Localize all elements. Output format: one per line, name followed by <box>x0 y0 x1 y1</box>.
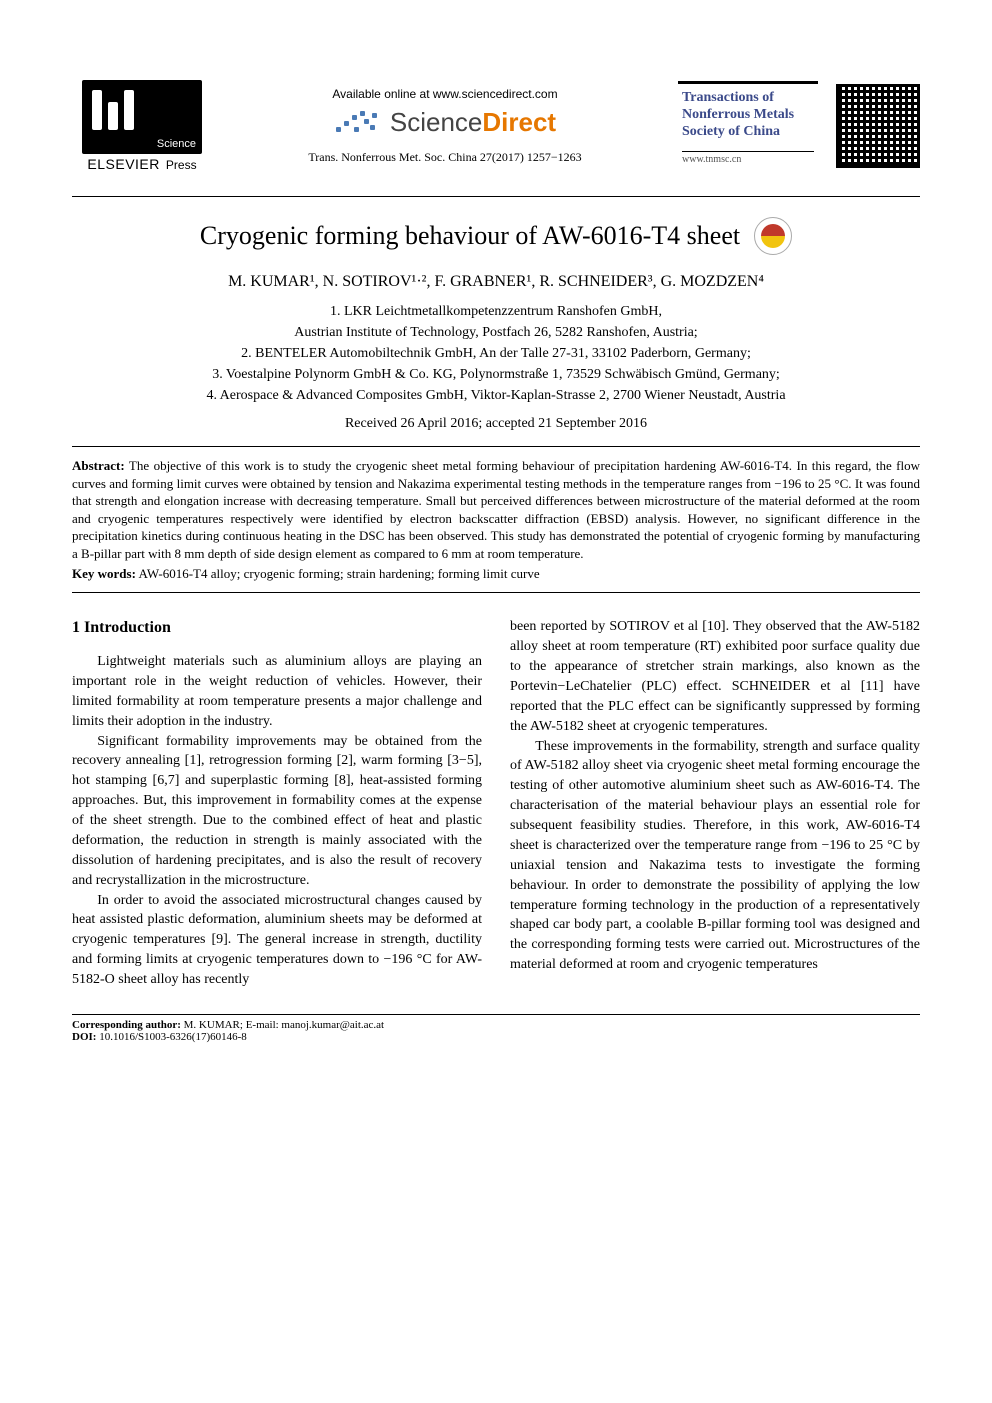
citation-line: Trans. Nonferrous Met. Soc. China 27(201… <box>230 150 660 165</box>
title-row: Cryogenic forming behaviour of AW-6016-T… <box>72 217 920 255</box>
doi-line: DOI: 10.1016/S1003-6326(17)60146-8 <box>72 1031 920 1043</box>
article-title: Cryogenic forming behaviour of AW-6016-T… <box>200 221 740 251</box>
journal-title: Transactions of Nonferrous Metals Societ… <box>682 90 814 140</box>
sciencedirect-wordmark: ScienceDirect <box>390 107 556 138</box>
authors-line: M. KUMAR¹, N. SOTIROV¹·², F. GRABNER¹, R… <box>72 273 920 291</box>
body-paragraph: Lightweight materials such as aluminium … <box>72 652 482 732</box>
keywords-text: AW-6016-T4 alloy; cryogenic forming; str… <box>138 566 539 581</box>
abstract-text: The objective of this work is to study t… <box>72 458 920 561</box>
journal-title-line3: Society of China <box>682 124 780 139</box>
crossmark-top-icon <box>761 224 785 236</box>
affiliation-line: 2. BENTELER Automobiltechnik GmbH, An de… <box>72 343 920 364</box>
keywords-block: Key words: AW-6016-T4 alloy; cryogenic f… <box>72 566 920 582</box>
publisher-block: Science ELSEVIER Press <box>72 80 212 172</box>
affiliation-line: 3. Voestalpine Polynorm GmbH & Co. KG, P… <box>72 364 920 385</box>
logo-sublabel: Science <box>157 138 196 150</box>
doi-label: DOI: <box>72 1031 96 1043</box>
journal-title-block: Transactions of Nonferrous Metals Societ… <box>678 81 818 170</box>
abstract-top-rule <box>72 446 920 447</box>
publisher-name: ELSEVIER <box>87 156 159 172</box>
body-columns: 1 Introduction Lightweight materials suc… <box>72 617 920 990</box>
section-title: 1 Introduction <box>72 617 482 640</box>
corr-text: M. KUMAR; E-mail: manoj.kumar@ait.ac.at <box>181 1019 384 1031</box>
elsevier-logo-icon: Science <box>82 80 202 154</box>
corr-label: Corresponding author: <box>72 1019 181 1031</box>
qr-code-icon <box>836 84 920 168</box>
crossmark-bottom-icon <box>761 236 785 248</box>
journal-url: www.tnmsc.cn <box>682 151 814 165</box>
header-row: Science ELSEVIER Press Available online … <box>72 80 920 172</box>
page: Science ELSEVIER Press Available online … <box>0 0 992 1083</box>
affiliation-line: 4. Aerospace & Advanced Composites GmbH,… <box>72 385 920 406</box>
keywords-label: Key words: <box>72 566 136 581</box>
sciencedirect-block: Available online at www.sciencedirect.co… <box>230 87 660 165</box>
left-column: 1 Introduction Lightweight materials suc… <box>72 617 482 990</box>
body-paragraph: been reported by SOTIROV et al [10]. The… <box>510 617 920 736</box>
header-separator <box>72 196 920 197</box>
body-paragraph: Significant formability improvements may… <box>72 732 482 891</box>
right-column: been reported by SOTIROV et al [10]. The… <box>510 617 920 990</box>
body-paragraph: These improvements in the formability, s… <box>510 737 920 976</box>
abstract-bottom-rule <box>72 592 920 593</box>
available-online-text: Available online at www.sciencedirect.co… <box>230 87 660 101</box>
crossmark-badge[interactable] <box>754 217 792 255</box>
affiliations: 1. LKR Leichtmetallkompetenzzentrum Rans… <box>72 301 920 406</box>
abstract-block: Abstract: The objective of this work is … <box>72 457 920 562</box>
sd-prefix: Science <box>390 107 483 137</box>
affiliation-line: Austrian Institute of Technology, Postfa… <box>72 322 920 343</box>
abstract-label: Abstract: <box>72 458 125 473</box>
sciencedirect-logo: ScienceDirect <box>334 107 556 138</box>
doi-text: 10.1016/S1003-6326(17)60146-8 <box>96 1031 246 1043</box>
journal-title-line2: Nonferrous Metals <box>682 107 794 122</box>
footer-block: Corresponding author: M. KUMAR; E-mail: … <box>72 1014 920 1043</box>
press-label: Press <box>166 158 197 172</box>
affiliation-line: 1. LKR Leichtmetallkompetenzzentrum Rans… <box>72 301 920 322</box>
sd-dots-icon <box>334 109 380 137</box>
corresponding-author: Corresponding author: M. KUMAR; E-mail: … <box>72 1019 920 1031</box>
body-paragraph: In order to avoid the associated microst… <box>72 891 482 990</box>
received-accepted-dates: Received 26 April 2016; accepted 21 Sept… <box>72 416 920 432</box>
logo-bars-icon <box>92 90 134 130</box>
sd-bold: Direct <box>482 107 556 137</box>
journal-title-line1: Transactions of <box>682 90 774 105</box>
